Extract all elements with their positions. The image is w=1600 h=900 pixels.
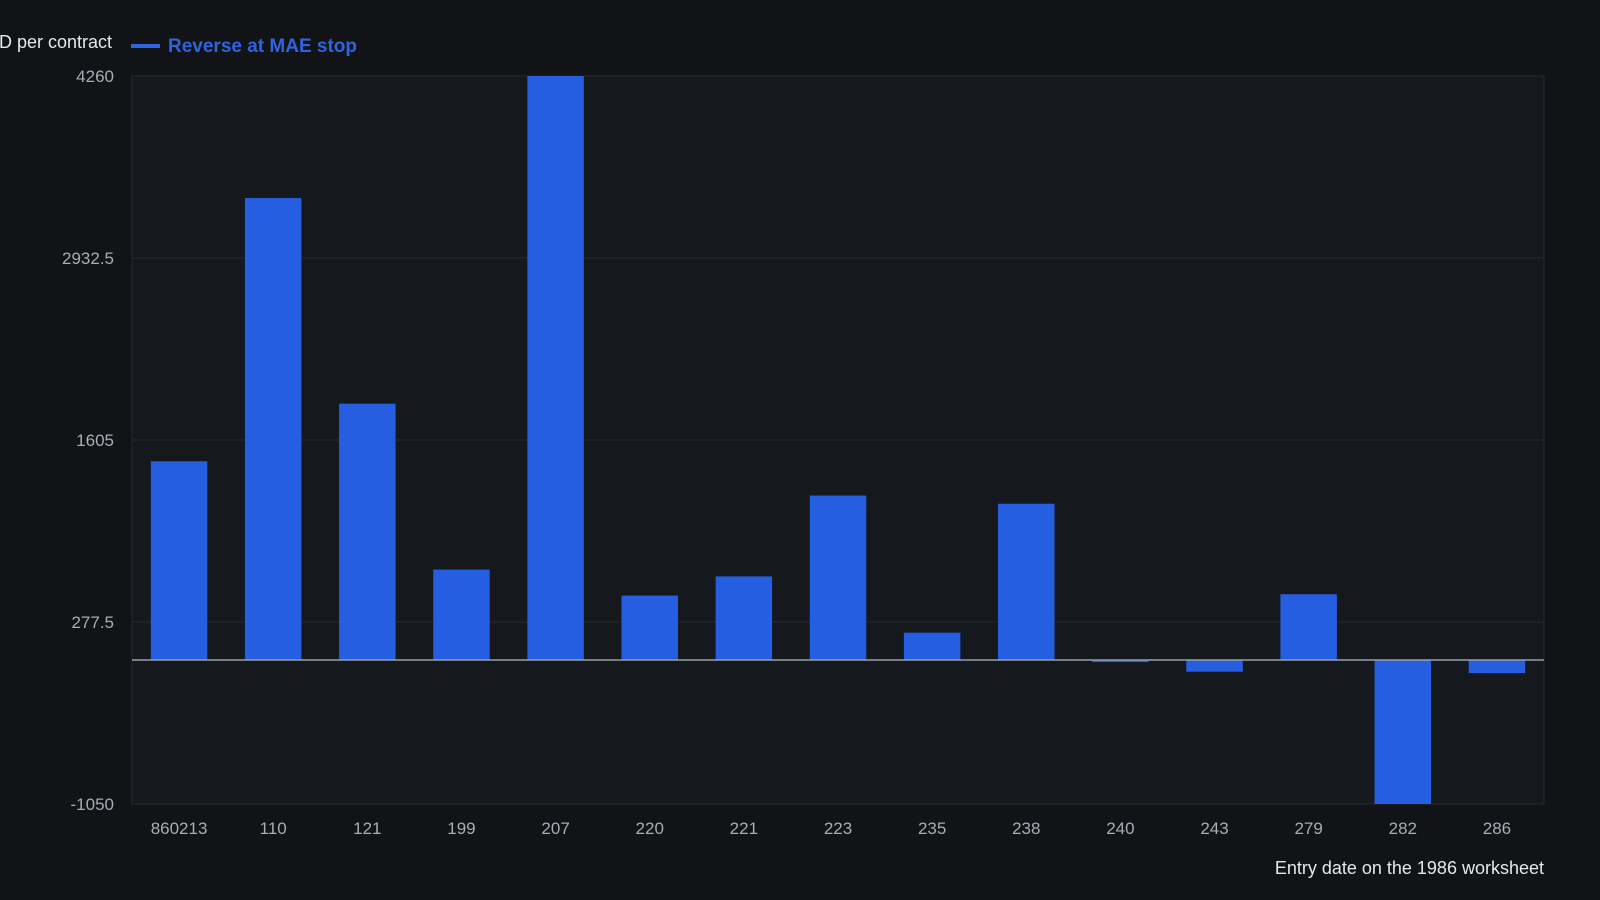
x-tick-label: 282: [1389, 819, 1417, 838]
y-tick-label: 2932.5: [62, 249, 114, 268]
bar[interactable]: [339, 403, 396, 661]
bar[interactable]: [715, 576, 773, 661]
x-tick-label: 223: [824, 819, 852, 838]
bar[interactable]: [1468, 660, 1526, 674]
x-tick-label: 279: [1294, 819, 1322, 838]
x-tick-label: 220: [636, 819, 664, 838]
x-tick-label: 238: [1012, 819, 1040, 838]
bar[interactable]: [809, 495, 867, 661]
x-axis-label: Entry date on the 1986 worksheet: [1275, 858, 1544, 878]
y-tick-label: 4260: [76, 67, 114, 86]
bar[interactable]: [1186, 660, 1243, 672]
bar[interactable]: [1374, 660, 1432, 804]
x-tick-label: 199: [447, 819, 475, 838]
bar[interactable]: [621, 595, 678, 661]
x-tick-label: 121: [353, 819, 381, 838]
x-tick-label: 243: [1200, 819, 1228, 838]
bar[interactable]: [244, 198, 302, 661]
y-tick-label: 1605: [76, 431, 114, 450]
x-tick-label: 207: [541, 819, 569, 838]
bar[interactable]: [150, 461, 208, 661]
x-tick-label: 221: [730, 819, 758, 838]
x-tick-label: 235: [918, 819, 946, 838]
bar[interactable]: [903, 632, 961, 661]
bar[interactable]: [527, 76, 584, 661]
y-tick-label: 277.5: [71, 613, 114, 632]
x-tick-label: 860213: [151, 819, 208, 838]
legend-label: Reverse at MAE stop: [168, 36, 357, 57]
y-axis-ticks: 4260 2932.5 1605 277.5 -1050: [62, 67, 114, 814]
bar[interactable]: [1092, 660, 1149, 663]
bars: [150, 76, 1526, 804]
bar[interactable]: [433, 569, 490, 661]
x-tick-label: 240: [1106, 819, 1134, 838]
x-tick-label: 286: [1483, 819, 1511, 838]
x-axis-ticks: 860213 110 121 199 207 220 221 223 235 238 240 243 2…: [151, 819, 1511, 838]
y-tick-label: -1050: [71, 795, 114, 814]
x-tick-label: 110: [260, 819, 287, 838]
legend[interactable]: Reverse at MAE stop: [131, 36, 357, 57]
bar[interactable]: [998, 503, 1055, 661]
y-axis-label: D per contract: [0, 32, 112, 52]
bar[interactable]: [1280, 594, 1337, 661]
